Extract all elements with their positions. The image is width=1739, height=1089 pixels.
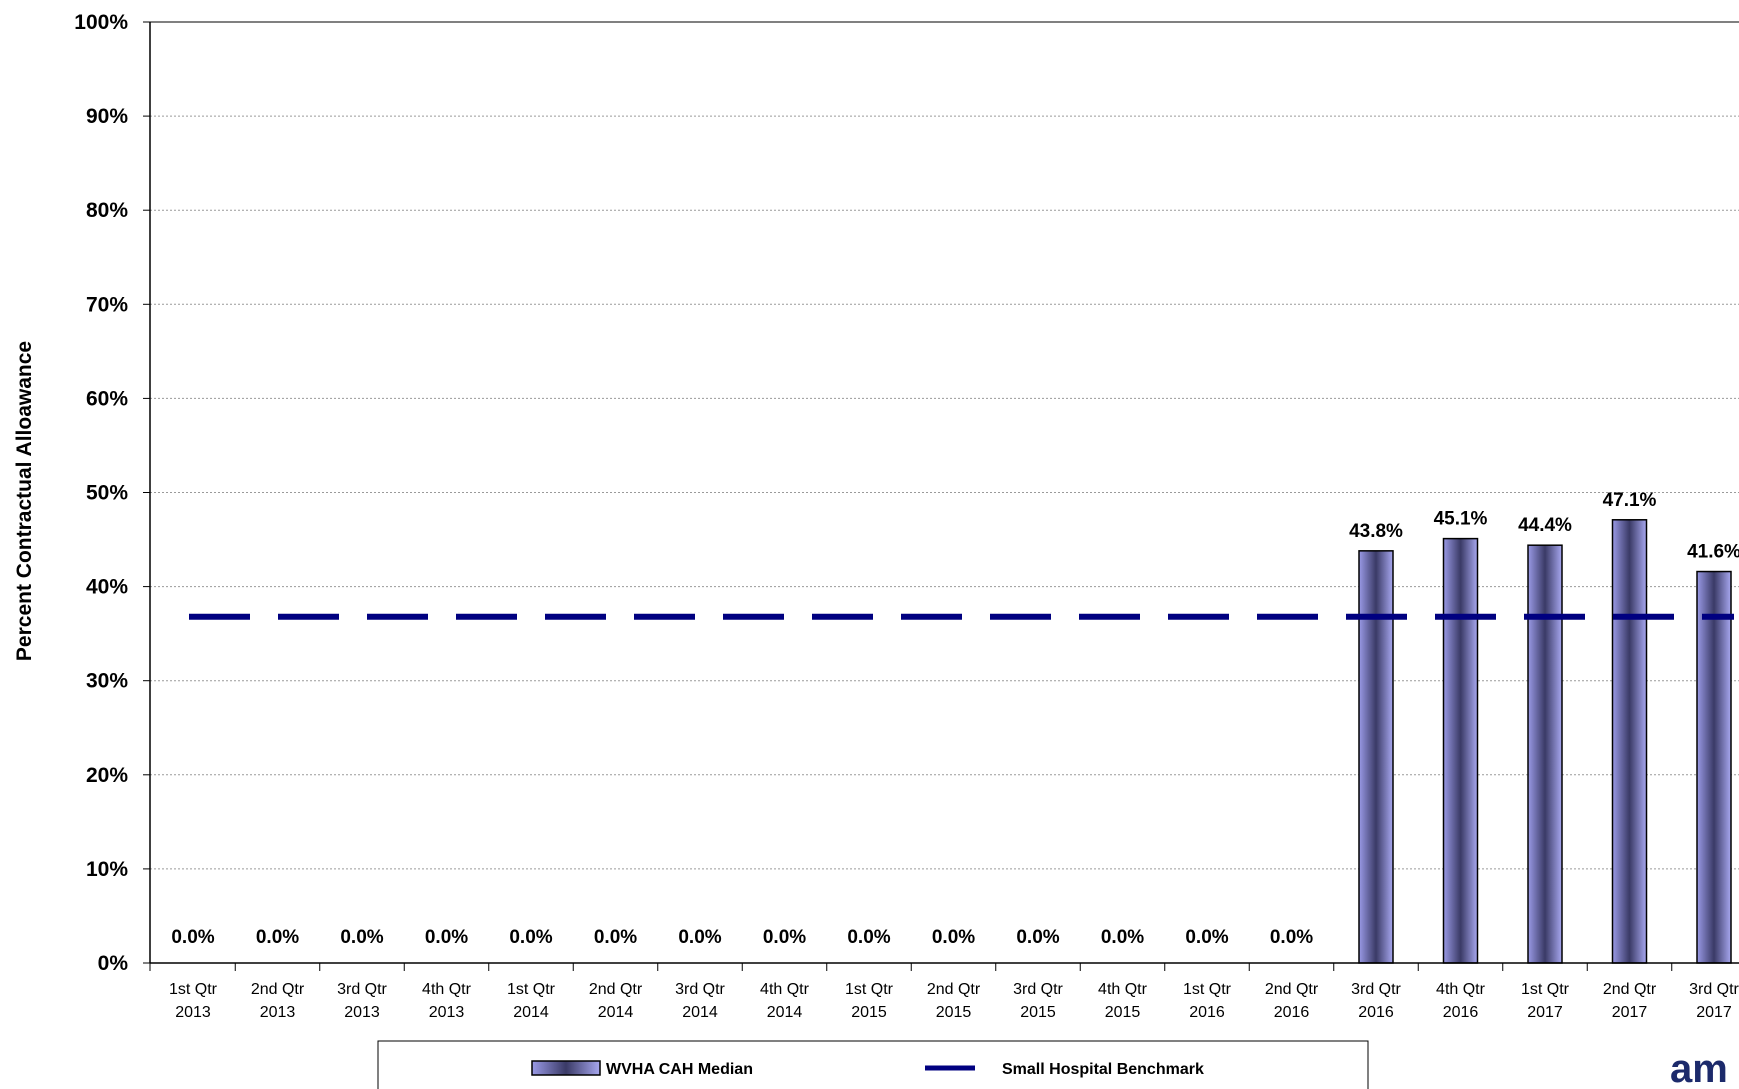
legend-label-median: WVHA CAH Median xyxy=(606,1061,753,1078)
x-tick-label: 3rd Qtr xyxy=(337,981,387,998)
data-label: 0.0% xyxy=(847,927,890,948)
y-tick-label: 70% xyxy=(86,293,128,316)
bar xyxy=(1696,570,1732,964)
legend: WVHA CAH Median Small Hospital Benchmark xyxy=(377,1040,1369,1089)
y-tick-label: 90% xyxy=(86,105,128,128)
x-tick-label: 2013 xyxy=(175,1004,211,1021)
data-label: 0.0% xyxy=(1270,927,1313,948)
data-label: 0.0% xyxy=(1016,927,1059,948)
bar xyxy=(1358,550,1394,964)
x-tick-label: 2014 xyxy=(598,1004,634,1021)
y-tick-label: 80% xyxy=(86,199,128,222)
x-tick-label: 1st Qtr xyxy=(169,981,218,998)
x-tick-label: 1st Qtr xyxy=(845,981,894,998)
x-tick-label: 2nd Qtr xyxy=(589,981,643,998)
y-tick-label: 20% xyxy=(86,764,128,787)
data-label: 47.1% xyxy=(1603,490,1657,511)
data-label: 0.0% xyxy=(509,927,552,948)
bar xyxy=(1611,519,1648,964)
x-tick-label: 2013 xyxy=(429,1004,465,1021)
x-tick-label: 2016 xyxy=(1358,1004,1394,1021)
x-tick-label: 3rd Qtr xyxy=(1013,981,1063,998)
x-tick-label: 3rd Qtr xyxy=(1689,981,1739,998)
x-tick-label: 2016 xyxy=(1274,1004,1310,1021)
x-tick-label: 2015 xyxy=(1020,1004,1056,1021)
bars xyxy=(1358,519,1732,964)
data-label: 0.0% xyxy=(340,927,383,948)
axes xyxy=(149,21,1739,964)
gridlines xyxy=(150,21,1739,870)
data-labels: 0.0% 0.0% 0.0% 0.0% 0.0% 0.0% 0.0% 0.0% 0.0% 0.0%… xyxy=(171,490,1739,948)
data-label: 0.0% xyxy=(763,927,806,948)
y-tick-label: 10% xyxy=(86,858,128,881)
x-tick-label: 2nd Qtr xyxy=(251,981,305,998)
x-tick-label: 1st Qtr xyxy=(1521,981,1570,998)
data-label: 41.6% xyxy=(1687,542,1739,563)
x-tick-label: 1st Qtr xyxy=(507,981,556,998)
data-label: 44.4% xyxy=(1518,515,1572,536)
x-tick-label: 2nd Qtr xyxy=(927,981,981,998)
y-tick-label: 50% xyxy=(86,482,128,505)
company-logo: am xyxy=(1670,1047,1728,1089)
x-tick-label: 2017 xyxy=(1612,1004,1648,1021)
bar xyxy=(1442,537,1479,964)
x-tick-label: 2017 xyxy=(1696,1004,1732,1021)
x-tick-label: 2014 xyxy=(682,1004,718,1021)
data-label: 45.1% xyxy=(1434,509,1488,530)
data-label: 0.0% xyxy=(171,927,214,948)
data-label: 0.0% xyxy=(256,927,299,948)
y-axis-ticks: 0% 10% 20% 30% 40% 50% 60% 70% 80% 90% 100% xyxy=(74,11,150,975)
x-tick-label: 2014 xyxy=(767,1004,803,1021)
x-tick-label: 2017 xyxy=(1527,1004,1563,1021)
legend-swatch-bar xyxy=(531,1060,601,1076)
y-tick-label: 60% xyxy=(86,387,128,410)
x-tick-label: 2013 xyxy=(344,1004,380,1021)
data-label: 0.0% xyxy=(678,927,721,948)
data-label: 0.0% xyxy=(1101,927,1144,948)
x-tick-label: 2016 xyxy=(1189,1004,1225,1021)
y-tick-label: 0% xyxy=(98,952,129,975)
x-tick-label: 2nd Qtr xyxy=(1603,981,1657,998)
data-label: 43.8% xyxy=(1349,521,1403,542)
y-axis-label: Percent Contractual Alloawance xyxy=(13,341,36,661)
legend-box xyxy=(377,1040,1369,1089)
x-tick-label: 4th Qtr xyxy=(760,981,810,998)
y-tick-label: 30% xyxy=(86,670,128,693)
data-label: 0.0% xyxy=(425,927,468,948)
x-tick-label: 2013 xyxy=(260,1004,296,1021)
x-axis-ticks: 1st Qtr 2013 2nd Qtr 2013 3rd Qtr 2013 4th Qtr… xyxy=(149,963,1739,1021)
x-tick-label: 4th Qtr xyxy=(1436,981,1486,998)
data-label: 0.0% xyxy=(594,927,637,948)
x-tick-label: 2015 xyxy=(936,1004,972,1021)
x-tick-label: 4th Qtr xyxy=(1098,981,1148,998)
data-label: 0.0% xyxy=(1185,927,1228,948)
legend-label-benchmark: Small Hospital Benchmark xyxy=(1002,1061,1204,1078)
bar xyxy=(1527,544,1563,964)
x-tick-label: 2015 xyxy=(1105,1004,1141,1021)
data-label: 0.0% xyxy=(932,927,975,948)
x-tick-label: 1st Qtr xyxy=(1183,981,1232,998)
y-tick-label: 40% xyxy=(86,576,128,599)
x-tick-label: 2015 xyxy=(851,1004,887,1021)
x-tick-label: 2014 xyxy=(513,1004,549,1021)
x-tick-label: 2nd Qtr xyxy=(1265,981,1319,998)
y-tick-label: 100% xyxy=(74,11,128,34)
x-tick-label: 2016 xyxy=(1443,1004,1479,1021)
x-tick-label: 4th Qtr xyxy=(422,981,472,998)
x-tick-label: 3rd Qtr xyxy=(675,981,725,998)
x-tick-label: 3rd Qtr xyxy=(1351,981,1401,998)
